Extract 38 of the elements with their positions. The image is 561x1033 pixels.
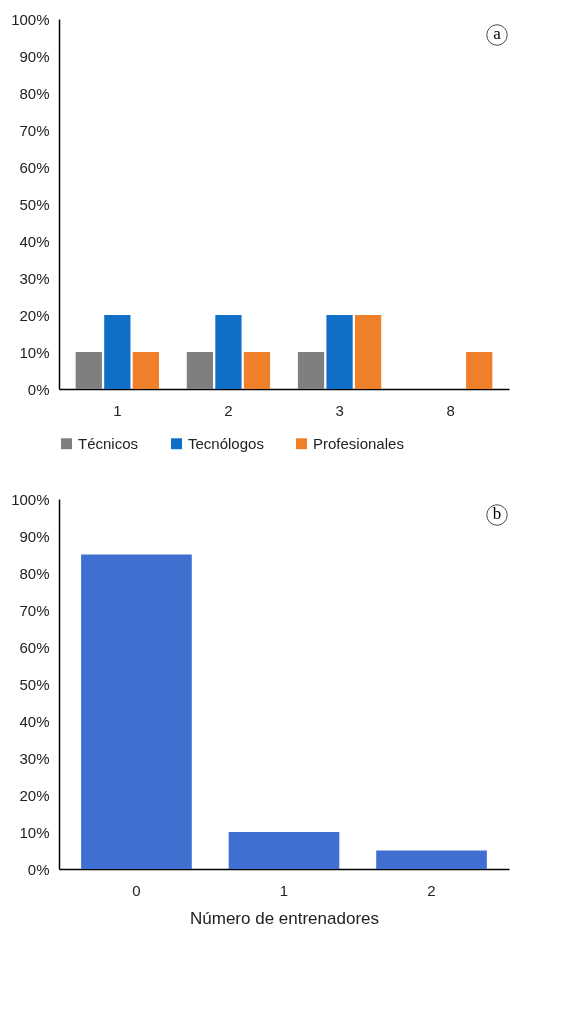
annotation: a: [493, 24, 502, 43]
y-tick-label: 50%: [19, 195, 50, 213]
legend-label: Profesionales: [313, 434, 404, 452]
x-tick-label: 8: [446, 401, 455, 419]
bar: [376, 850, 487, 869]
x-tick-label: 3: [335, 401, 344, 419]
y-tick-label: 60%: [19, 638, 50, 656]
bar: [228, 832, 340, 869]
y-tick-label: 0%: [27, 380, 50, 398]
y-tick-label: 80%: [19, 564, 50, 582]
y-tick-label: 30%: [19, 749, 50, 767]
y-tick-label: 80%: [19, 84, 50, 102]
y-tick-label: 90%: [19, 47, 50, 65]
y-tick-label: 40%: [19, 232, 50, 250]
y-tick-label: 90%: [19, 527, 50, 545]
x-tick-label: 2: [427, 881, 436, 899]
x-tick-label: 2: [224, 401, 233, 419]
y-tick-label: 10%: [19, 823, 50, 841]
bar: [81, 554, 192, 869]
x-tick-label: 0: [132, 881, 141, 899]
x-tick-label: 1: [113, 401, 122, 419]
legend-label: Técnicos: [78, 434, 139, 452]
y-tick-label: 0%: [27, 860, 50, 878]
y-tick-label: 70%: [19, 121, 50, 139]
y-tick-label: 20%: [19, 306, 50, 324]
y-tick-label: 30%: [19, 269, 50, 287]
y-tick-label: 100%: [11, 10, 50, 28]
y-tick-label: 60%: [19, 158, 50, 176]
y-tick-label: 20%: [19, 786, 50, 804]
y-tick-label: 40%: [19, 712, 50, 730]
x-axis-title: Número de entrenadores: [189, 908, 380, 928]
x-tick-label: 1: [279, 881, 289, 899]
legend-label: Tecnólogos: [188, 434, 264, 452]
y-tick-label: 10%: [19, 343, 50, 361]
annotation: b: [492, 504, 502, 523]
y-tick-label: 50%: [19, 675, 50, 693]
y-tick-label: 100%: [11, 490, 50, 508]
y-tick-label: 70%: [19, 601, 50, 619]
